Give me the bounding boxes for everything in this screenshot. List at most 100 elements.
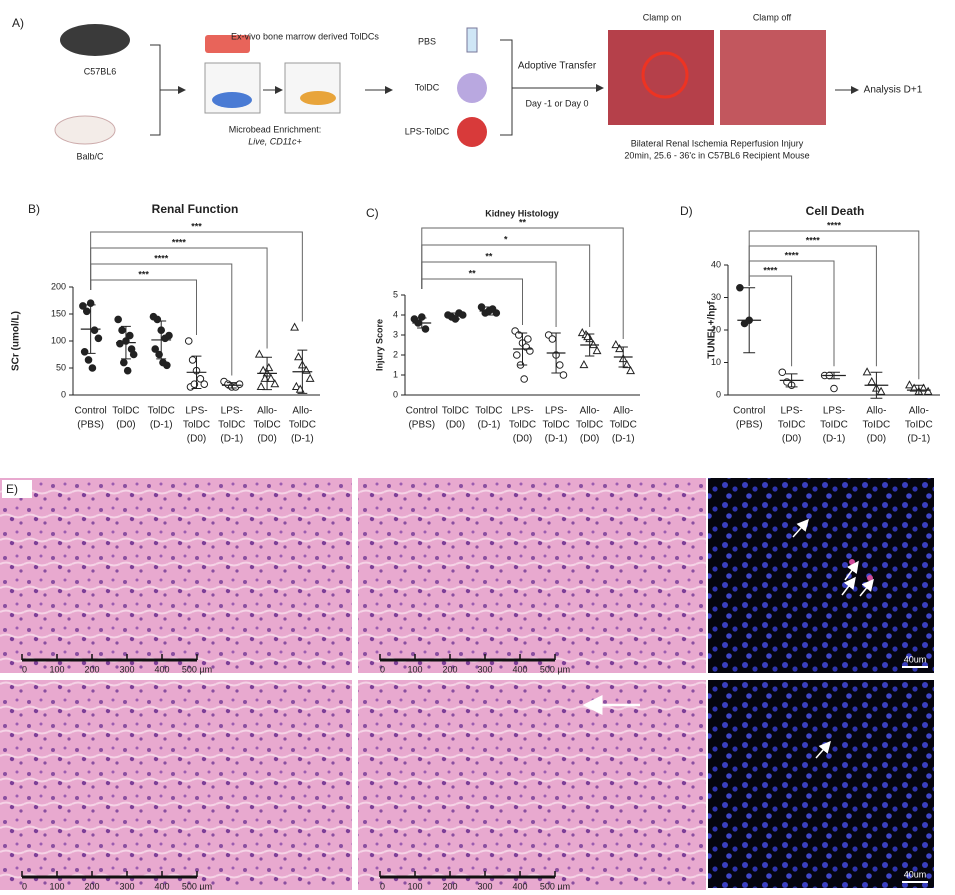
flow-density [300,91,336,105]
error-bar [156,320,167,360]
x-tick-label: TolDC [442,406,469,417]
data-point [919,383,928,392]
data-point [615,343,624,353]
arrow [792,518,809,538]
x-tick-label: ToIDC [778,420,806,431]
error-bar [870,371,883,399]
scale-label: 40um [904,654,927,664]
scale-label: 0 [22,881,27,890]
arrow [150,44,185,136]
x-tick-label: LPS- [511,406,533,417]
data-point [188,356,197,364]
scale-label: 300 [119,881,134,890]
data-point [626,365,636,375]
error-bar [785,373,798,388]
flow-density [212,92,252,108]
data-point [88,364,97,372]
x-tick-label: Allo- [613,406,633,417]
data-point [79,302,87,310]
error-bar [262,356,273,391]
flask-icon [205,35,250,53]
y-axis-label: Injury Score [374,319,384,371]
highlight-circle [641,51,689,99]
data-point [80,348,89,356]
x-tick-label: TolDC [289,420,316,431]
data-point [512,351,521,359]
scale-label: 40um [904,869,927,879]
error-bar [417,317,427,329]
y-tick-label: 150 [51,308,66,318]
x-tick-label: (D-1) [545,434,568,445]
clamp-label: Clamp on [643,12,682,22]
data-point [909,383,919,392]
x-tick-label: (D0) [580,434,599,445]
data-point [196,375,205,383]
error-bar [743,287,756,354]
significance-label: ** [519,217,527,227]
x-tick-label: TolDC [148,406,175,417]
y-tick-label: 4 [393,309,398,319]
scale-label: 400 [512,881,527,890]
significance-bracket [90,263,233,376]
panel-letter: A) [12,16,24,30]
x-tick-label: (PBS) [408,420,435,431]
data-point [867,376,877,386]
data-point [876,386,886,395]
y-tick-label: 0 [716,389,721,399]
scale-label: 500 µm [540,664,570,674]
error-bar [120,325,131,360]
fluorescence-image [708,680,934,888]
data-point [588,339,598,349]
fluorescence-image [708,478,934,673]
y-axis-label: TUNEL+/hpf [707,301,718,359]
x-tick-label: LPS- [185,406,207,417]
scale-label: 500 µm [182,664,212,674]
x-tick-label: Control [733,406,765,417]
significance-label: **** [827,220,842,230]
data-point [524,335,532,343]
y-tick-label: 20 [711,324,721,334]
data-point [548,335,557,343]
panel-letter: D) [680,204,693,218]
data-point [592,345,602,355]
data-point [153,315,162,324]
scale-label: 0 [22,664,27,674]
data-point [736,283,744,292]
error-bar [584,333,595,357]
scale-label: 200 [442,664,457,674]
culture-label: Ex-vivo bone marrow derived TolDCs [231,31,379,41]
chart-title: Cell Death [806,204,865,218]
scale-label: 100 [49,664,64,674]
y-tick-label: 10 [711,357,721,367]
mouse-icon [54,115,116,145]
flow-plot [284,62,341,114]
x-tick-label: Allo- [866,406,886,417]
histology-image [358,680,706,890]
x-tick-label: LPS- [545,406,567,417]
treatment-label: PBS [418,36,436,46]
data-point [458,311,467,319]
y-tick-label: 30 [711,292,721,302]
scale-label: 500 µm [182,881,212,890]
data-point [266,373,276,382]
significance-bracket [90,279,197,335]
data-point [235,380,244,389]
scale-label: 100 [49,881,64,890]
error-bar [226,382,237,389]
mouse-icon [60,24,130,56]
x-tick-label: Allo- [292,406,312,417]
scale-label: 200 [84,664,99,674]
x-tick-label: (PBS) [736,420,763,431]
y-axis-label: SCr (umol/L) [11,311,22,371]
data-point [82,307,91,316]
error-bar [191,355,202,390]
data-point [294,352,303,361]
data-point [114,315,122,324]
scale-label: 0 [380,881,385,890]
data-point [118,326,126,335]
x-tick-label: TolDC [509,420,536,431]
cell-icon [457,73,487,103]
y-tick-label: 3 [393,329,398,339]
data-point [305,373,315,382]
panel-letter: E) [6,482,18,496]
